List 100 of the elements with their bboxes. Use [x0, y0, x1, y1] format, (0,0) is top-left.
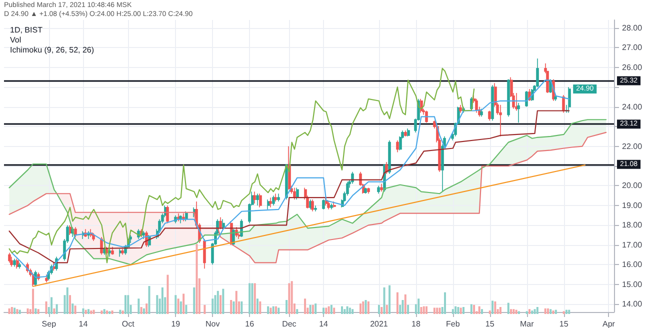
bar: [111, 310, 114, 314]
candlestick: [425, 110, 428, 123]
y-tick-label: 28.00: [622, 23, 643, 32]
bar: [362, 301, 364, 314]
x-tick-label: Sep: [42, 320, 57, 328]
bar: [526, 311, 528, 314]
bar: [108, 311, 111, 314]
bar: [214, 295, 216, 314]
bar: [314, 304, 317, 314]
candlestick: [74, 226, 77, 238]
bar: [473, 304, 476, 314]
bar: [457, 307, 460, 314]
bar: [92, 310, 95, 314]
candlestick: [142, 230, 145, 240]
y-tick-label: 16.00: [622, 260, 643, 270]
bar: [222, 288, 224, 314]
bar: [444, 292, 446, 314]
bar: [422, 306, 425, 314]
bar: [438, 308, 441, 314]
bar: [470, 304, 472, 314]
bar: [404, 294, 406, 314]
bar: [328, 306, 330, 314]
bar: [462, 307, 464, 314]
bar: [119, 310, 122, 314]
candlestick: [568, 86, 571, 114]
candlestick: [259, 193, 262, 208]
candlestick: [377, 185, 380, 194]
bar: [388, 285, 391, 314]
bar: [344, 309, 346, 314]
bar: [140, 307, 142, 314]
candlestick: [380, 183, 383, 192]
bar: [274, 306, 277, 314]
bar: [433, 308, 436, 314]
bar: [53, 308, 56, 314]
bar: [259, 301, 262, 314]
candlestick: [8, 252, 11, 264]
bar: [378, 304, 380, 314]
bar: [240, 301, 243, 314]
candlestick: [517, 102, 520, 123]
x-tick-label: Mar: [520, 320, 534, 328]
candlestick: [269, 197, 272, 208]
y-tick-label: 27.00: [622, 43, 643, 52]
bar: [50, 297, 53, 314]
bar: [270, 308, 272, 314]
bar: [185, 304, 188, 314]
candlestick: [364, 187, 367, 194]
bar: [322, 308, 325, 314]
x-tick-label: 15: [559, 320, 569, 328]
candlestick: [203, 238, 206, 269]
candlestick: [475, 98, 478, 114]
bar: [346, 306, 348, 314]
bar: [142, 308, 145, 314]
candlestick: [166, 205, 169, 224]
x-tick-label: 19: [171, 320, 181, 328]
bar: [88, 309, 90, 314]
bar: [278, 308, 280, 314]
bar: [333, 308, 336, 314]
x-tick-label: 14: [319, 320, 329, 328]
candlestick: [18, 262, 21, 269]
bar: [341, 306, 344, 314]
x-tick-label: 14: [78, 320, 88, 328]
bar: [18, 310, 21, 314]
bar: [32, 288, 34, 314]
bar: [325, 308, 328, 314]
candlestick: [388, 140, 391, 174]
annotation: Vol: [10, 36, 22, 44]
bar: [531, 310, 534, 314]
candlestick: [314, 205, 317, 212]
bar: [383, 287, 386, 314]
bar: [34, 308, 37, 314]
candlestick: [45, 274, 48, 283]
candlestick: [111, 246, 114, 256]
bar: [309, 304, 312, 314]
x-tick-label: Feb: [446, 320, 460, 328]
bar: [420, 307, 422, 314]
candlestick: [121, 248, 124, 256]
bar: [272, 306, 274, 314]
bar: [304, 298, 306, 314]
bar: [148, 286, 150, 314]
bar: [180, 301, 182, 314]
bar: [8, 308, 10, 314]
x-tick-label: 16: [245, 320, 255, 328]
bar: [348, 308, 351, 314]
bar: [380, 307, 383, 314]
bar: [568, 310, 570, 314]
candlestick: [488, 110, 491, 122]
bar: [286, 300, 288, 314]
bar: [84, 310, 87, 314]
candlestick: [253, 191, 256, 204]
bar: [16, 309, 18, 314]
candlestick: [459, 104, 462, 114]
bar: [37, 309, 40, 314]
candlestick: [327, 201, 330, 210]
candlestick: [407, 128, 410, 137]
candlestick: [333, 201, 336, 208]
candlestick: [92, 232, 95, 242]
bar: [10, 307, 13, 314]
y-tick-label: 19.00: [622, 200, 643, 210]
x-tick-label: Apr: [602, 320, 616, 328]
candlestick: [525, 90, 528, 108]
